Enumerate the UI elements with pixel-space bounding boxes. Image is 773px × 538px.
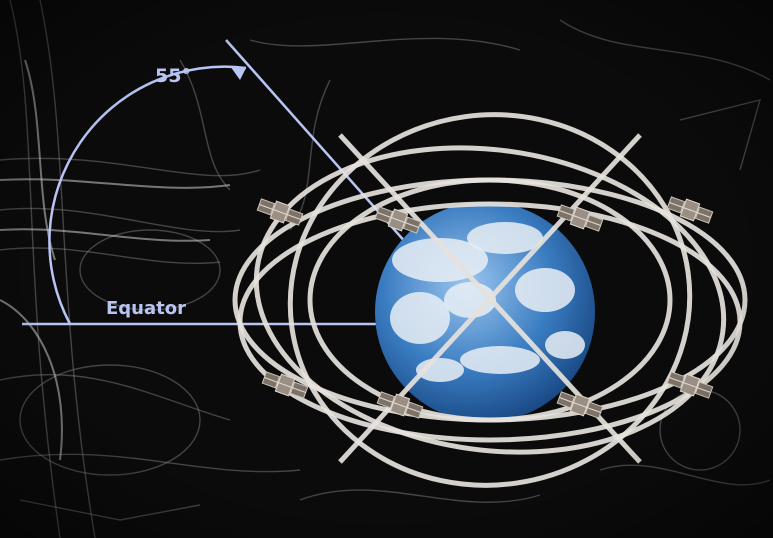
angle-label: 55°: [155, 65, 191, 87]
equator-label: Equator: [106, 298, 186, 319]
